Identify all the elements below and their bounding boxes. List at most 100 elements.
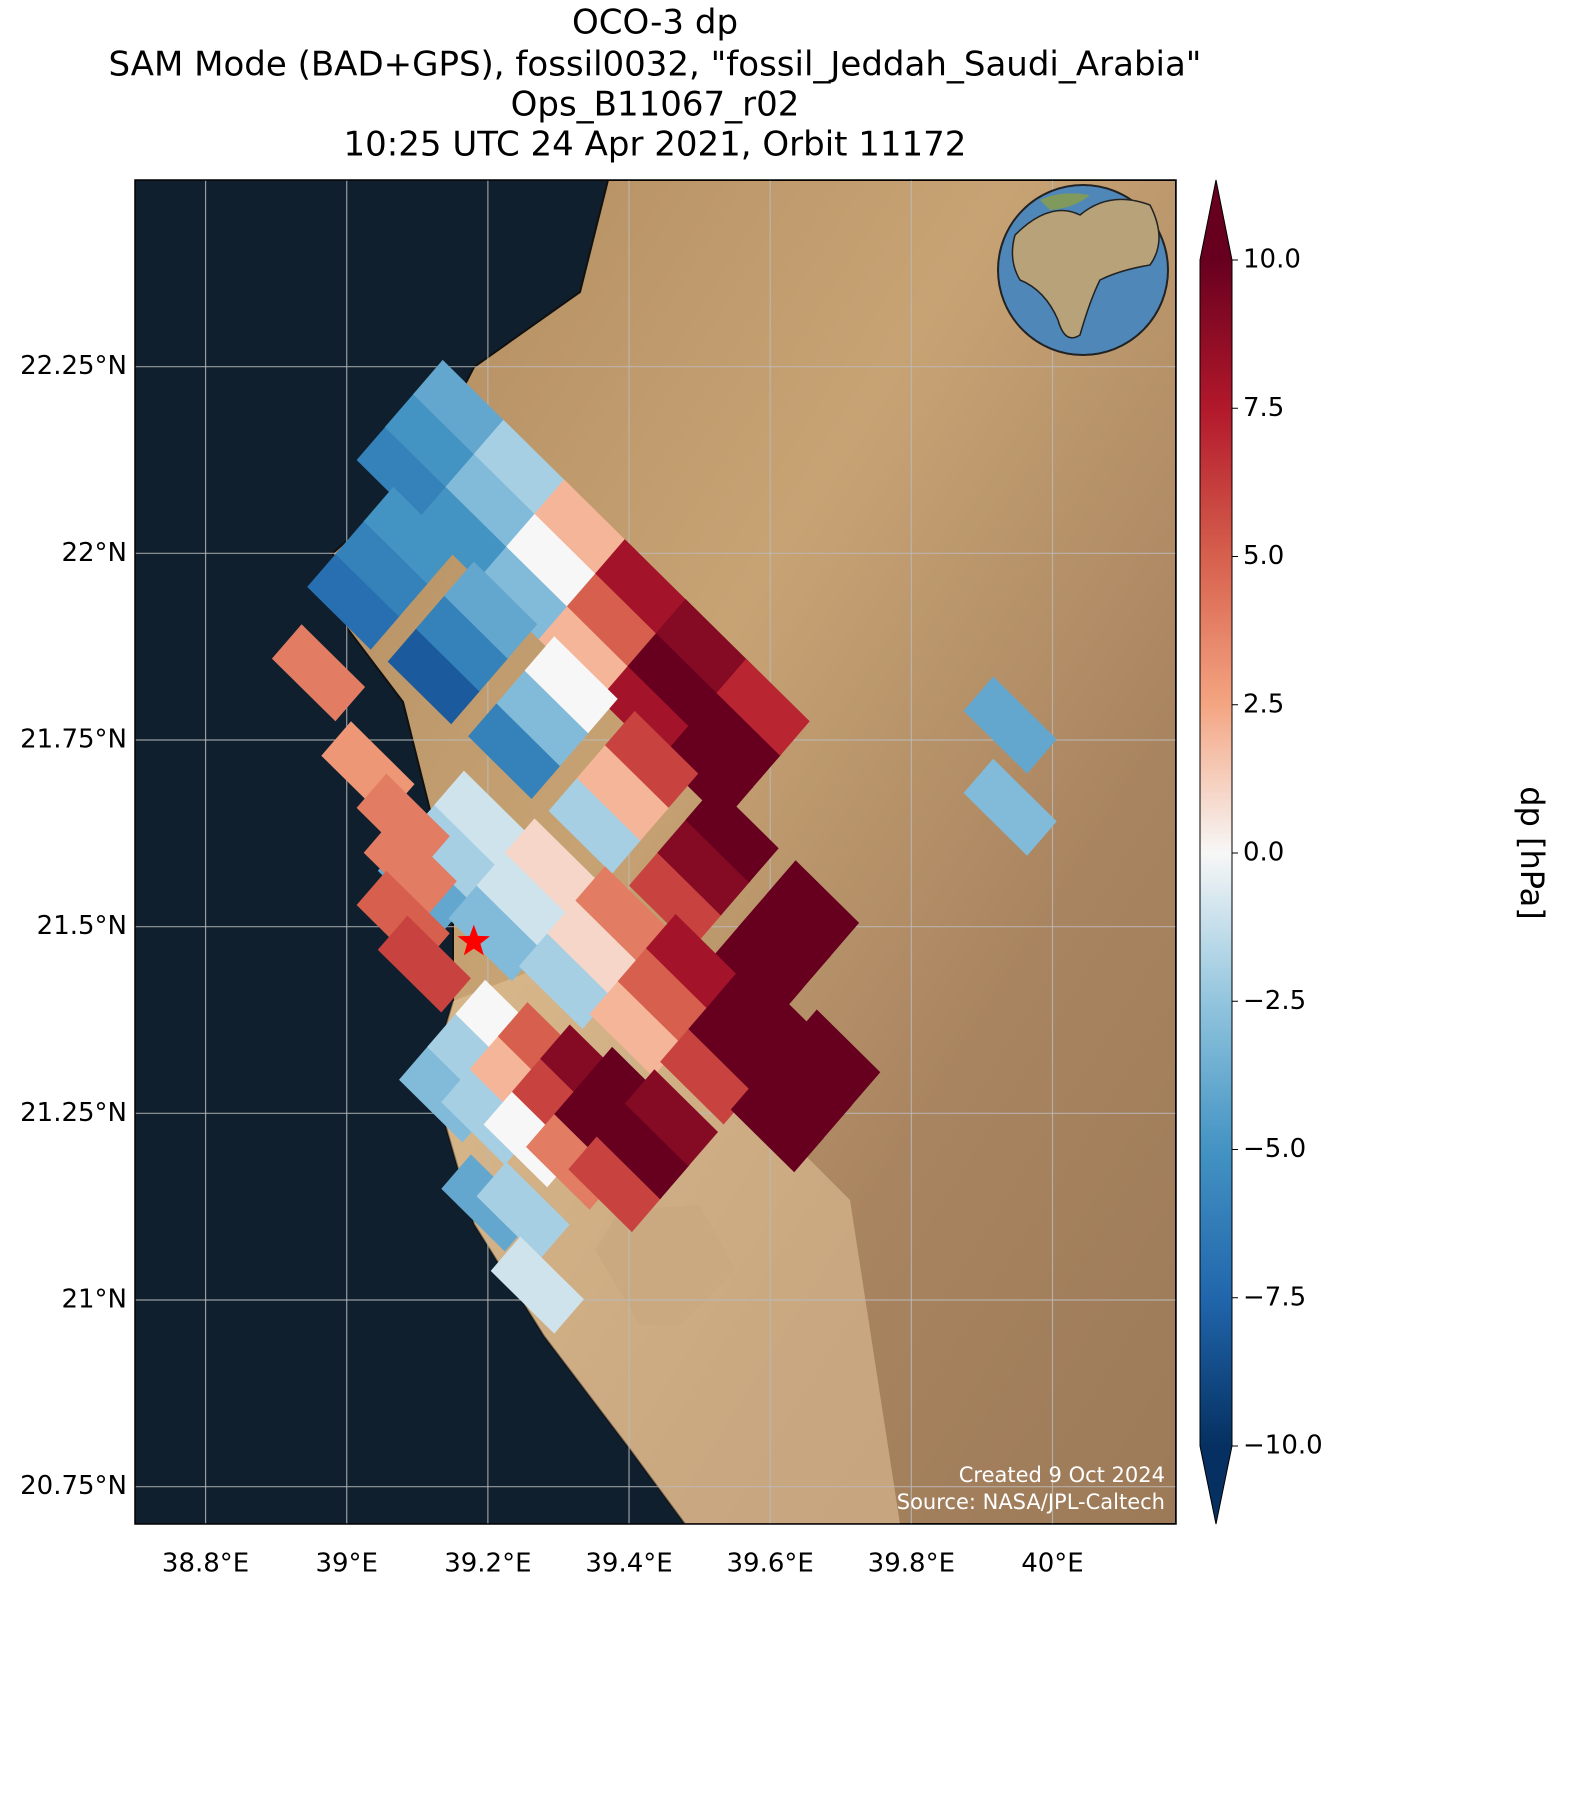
footprint [478,545,572,643]
colorbar-tick-label: −10.0 [1243,1431,1323,1461]
footprint [417,485,511,583]
footprint [335,519,429,617]
footprint [490,1236,584,1334]
footprint [476,1161,570,1259]
footprint [595,539,689,637]
footprint [576,743,670,841]
footprint [685,785,779,883]
colorbar-tick-label: 0.0 [1243,838,1284,868]
colorbar-tick-label: 5.0 [1243,541,1284,571]
footprint [596,1102,690,1200]
footprint [518,931,613,1029]
title-line: OCO-3 dp [572,3,738,43]
footprint [504,818,598,916]
footprint [624,1069,718,1167]
footprint [688,691,782,789]
map [135,180,1176,1524]
footprint [506,512,600,610]
footprint [787,1009,881,1107]
footprint [716,961,810,1059]
footprint [496,669,590,767]
footprint [448,884,542,982]
footprint [737,893,831,991]
footprint [766,860,860,958]
footprint [524,636,618,734]
x-tick-label: 39.6°E [727,1549,814,1579]
credit: Source: NASA/JPL-Caltech [897,1490,1165,1514]
y-tick-label: 20.75°N [20,1471,127,1501]
footprint [415,594,510,692]
desert-patch [595,1205,735,1325]
colorbar-tick-label: 10.0 [1243,245,1301,275]
footprint [963,758,1057,856]
colorbar-extend-max [1200,180,1232,260]
colorbar-tick-label: −2.5 [1243,986,1306,1016]
footprint [629,851,723,949]
footprint [363,818,457,916]
footprint [660,724,754,822]
footprint [605,710,699,808]
footprint [534,479,628,577]
footprint [589,979,683,1077]
y-tick-label: 22°N [61,538,127,568]
footprint [566,572,661,670]
x-tick-label: 39.8°E [868,1549,955,1579]
footprint [655,598,749,696]
footprint [599,664,693,762]
footprint [387,627,481,725]
footprint [444,561,538,659]
footprint [963,676,1057,774]
colorbar-label: dp [hPa] [1513,786,1551,920]
footprint [646,914,740,1011]
colorbar-extend-min [1200,1446,1232,1524]
colorbar-tick-label: −7.5 [1243,1282,1306,1312]
footprint [413,359,507,457]
x-tick-label: 40°E [1021,1549,1084,1579]
y-tick-label: 21.75°N [20,725,127,755]
footprint [716,658,810,756]
credit: Created 9 Oct 2024 [959,1463,1165,1487]
footprint [730,1075,824,1173]
x-tick-label: 39°E [315,1549,378,1579]
colorbar-tick-label: 2.5 [1243,689,1284,719]
footprint [568,1135,662,1233]
y-tick-label: 21.5°N [37,911,127,941]
footprint [627,631,721,729]
footprint [356,773,450,871]
footprint [617,946,711,1044]
footprint [547,899,641,997]
plot-frame [134,179,1177,1525]
title-line: 10:25 UTC 24 Apr 2021, Orbit 11172 [344,125,967,165]
colorbar-tick-label: 7.5 [1243,393,1284,423]
footprint [356,425,450,523]
footprint [271,624,366,722]
y-tick-label: 21°N [61,1285,127,1315]
colorbar [1200,260,1232,1446]
footprint [688,994,782,1092]
site-marker [457,924,490,956]
footprint [445,452,539,550]
footprint [384,392,478,490]
title-line: SAM Mode (BAD+GPS), fossil0032, "fossil_… [109,45,1202,85]
footprint [548,776,642,874]
x-tick-label: 39.4°E [585,1549,672,1579]
footprint [476,851,570,949]
footprint [468,701,562,799]
x-tick-label: 39.2°E [444,1549,531,1579]
y-tick-label: 21.25°N [20,1098,127,1128]
footprint [538,604,632,702]
footprint [473,419,567,517]
footprint [575,866,669,964]
x-tick-label: 38.8°E [162,1549,249,1579]
y-tick-label: 22.25°N [20,351,127,381]
footprint [434,770,528,868]
inset-globe [997,184,1169,356]
colorbar-tick-label: −5.0 [1243,1134,1306,1164]
title-line: Ops_B11067_r02 [511,85,800,125]
footprint [307,552,401,650]
footprint [758,1042,853,1140]
footprint [363,486,457,584]
footprint [377,915,471,1013]
